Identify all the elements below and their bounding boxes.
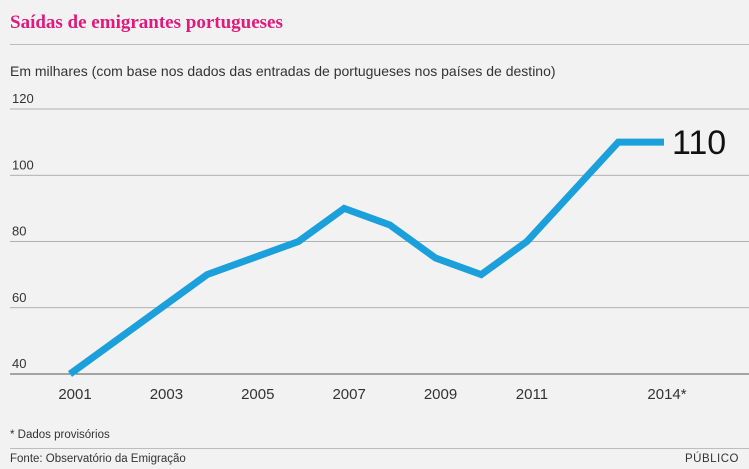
x-tick-label: 2011 (516, 386, 548, 403)
x-tick-label: 2014* (647, 386, 686, 403)
series-layer (67, 138, 665, 377)
footnote: * Dados provisórios (10, 429, 110, 441)
x-axis-labels: 2001 2003 2005 2007 2009 2011 2014* (58, 386, 686, 403)
x-tick-label: 2005 (241, 386, 274, 403)
brand-logo-text: PÚBLICO (685, 453, 739, 465)
y-tick-label: 40 (12, 356, 26, 371)
series-line (67, 138, 664, 377)
x-tick-label: 2007 (332, 386, 365, 403)
y-tick-label: 100 (12, 157, 34, 172)
end-value-label: 110 (672, 124, 726, 162)
annotation-layer: 110 (672, 124, 726, 162)
x-tick-label: 2009 (424, 386, 457, 403)
y-tick-label: 120 (12, 91, 34, 106)
x-tick-label: 2001 (58, 386, 91, 403)
x-tick-label: 2003 (150, 386, 183, 403)
grid-lines (10, 108, 749, 375)
y-axis-labels: 40 60 80 100 120 (12, 91, 34, 371)
source-text: Fonte: Observatório da Emigração (10, 453, 186, 465)
y-tick-label: 80 (12, 224, 26, 239)
y-tick-label: 60 (12, 290, 26, 305)
chart-subtitle: Em milhares (com base nos dados das entr… (10, 63, 556, 79)
chart-title: Saídas de emigrantes portugueses (10, 12, 283, 33)
header-divider (10, 44, 749, 45)
footer-divider (10, 448, 749, 449)
